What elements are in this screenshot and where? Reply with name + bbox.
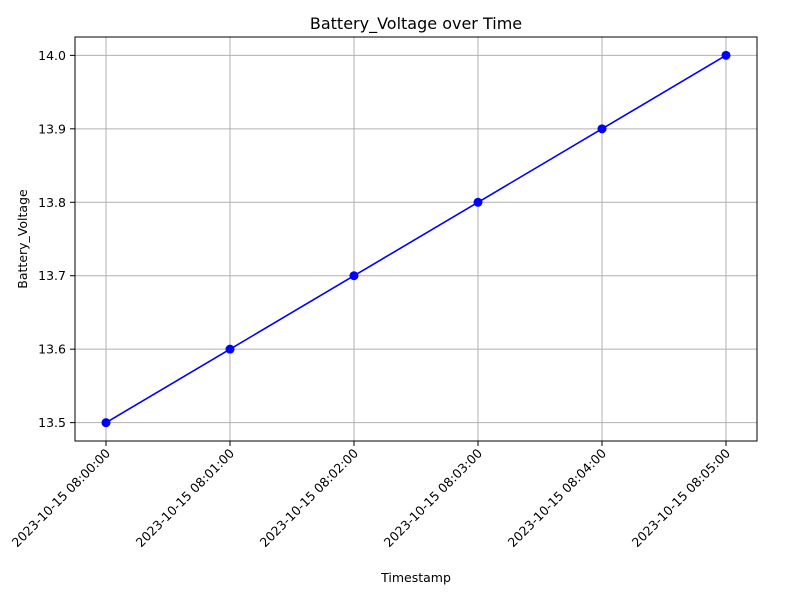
x-tick-label: 2023-10-15 08:05:00	[629, 445, 734, 550]
chart-title: Battery_Voltage over Time	[310, 14, 522, 34]
x-tick-label: 2023-10-15 08:00:00	[9, 445, 114, 550]
series-line	[105, 54, 727, 424]
y-axis-label: Battery_Voltage	[15, 189, 30, 289]
data-point	[473, 197, 483, 207]
data-point	[349, 271, 359, 281]
grid-layer	[75, 37, 757, 441]
x-tick-label: 2023-10-15 08:01:00	[133, 445, 238, 550]
y-tick-label: 13.7	[38, 268, 66, 283]
y-tick-label: 13.8	[38, 195, 66, 210]
series-layer	[101, 50, 731, 428]
y-tick-label: 14.0	[38, 48, 66, 63]
data-point	[721, 50, 731, 60]
y-tick-label: 13.6	[38, 342, 66, 357]
data-point	[225, 344, 235, 354]
x-axis-label: Timestamp	[380, 570, 451, 585]
y-tick-label: 13.5	[38, 415, 66, 430]
plot-frame	[74, 36, 758, 442]
data-point	[597, 124, 607, 134]
tick-layer: 2023-10-15 08:00:00 2023-10-15 08:01:00 20…	[9, 48, 734, 550]
data-point	[101, 418, 111, 428]
x-tick-label: 2023-10-15 08:03:00	[381, 445, 486, 550]
x-tick-label: 2023-10-15 08:02:00	[257, 445, 362, 550]
x-tick-label: 2023-10-15 08:04:00	[505, 445, 610, 550]
y-tick-label: 13.9	[38, 121, 66, 136]
